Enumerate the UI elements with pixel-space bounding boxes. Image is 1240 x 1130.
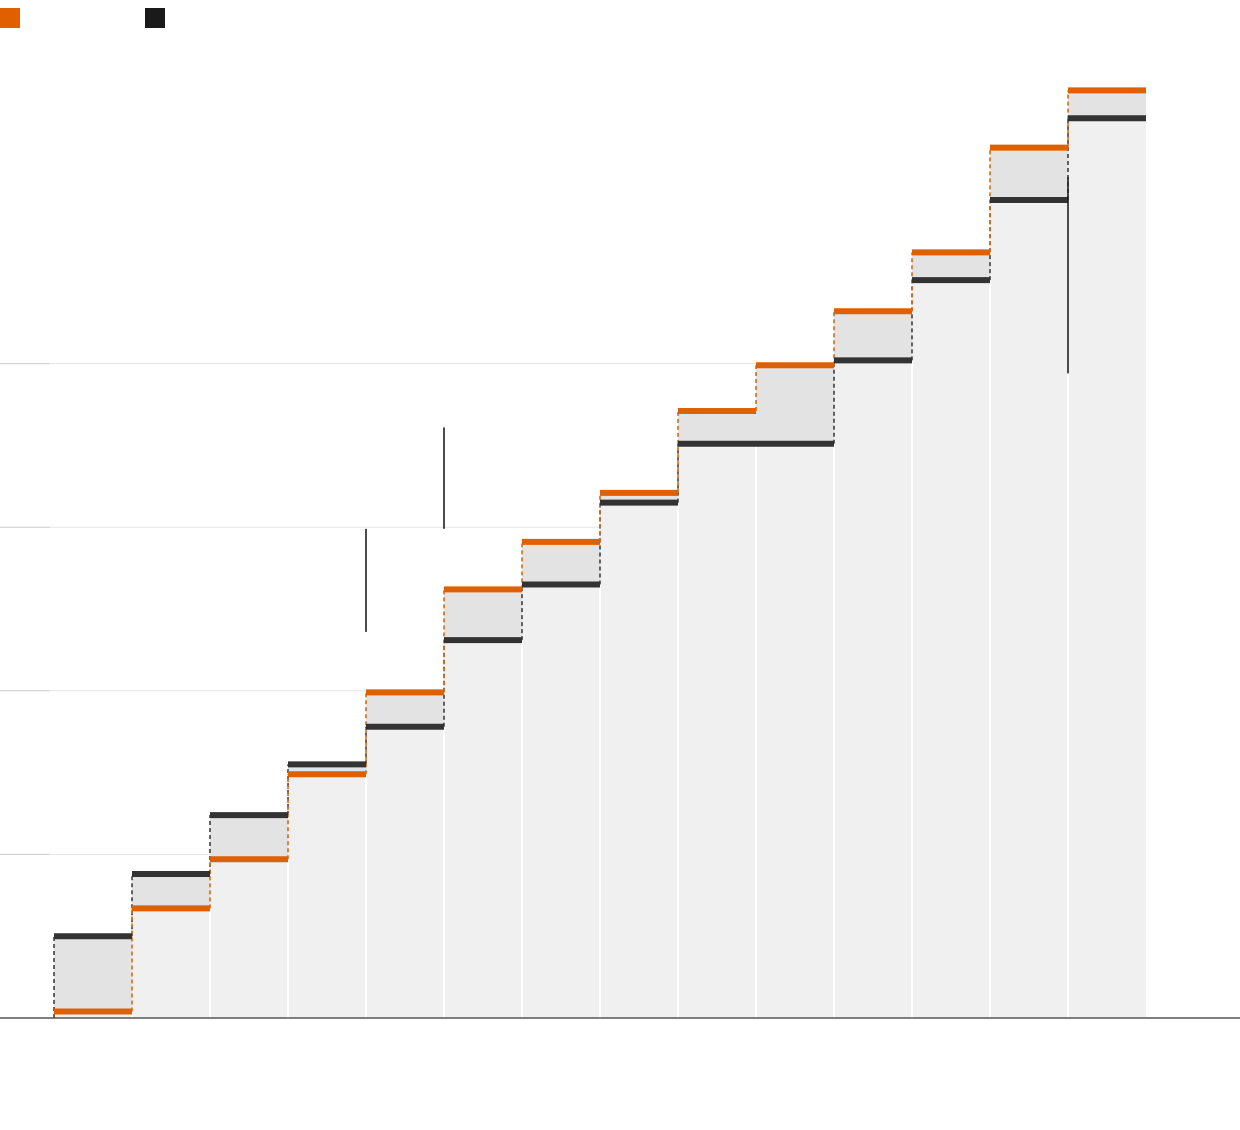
difference-band-1 [132, 874, 210, 909]
legend-item-black [145, 8, 173, 28]
area-under-2 [210, 859, 288, 1018]
difference-band-5 [444, 589, 522, 641]
difference-band-2 [210, 815, 288, 860]
area-under-1 [132, 908, 210, 1018]
area-under-12 [990, 200, 1068, 1018]
area-under-13 [1068, 118, 1146, 1018]
difference-band-4 [366, 692, 444, 727]
area-under-6 [522, 584, 600, 1018]
difference-band-9 [756, 365, 834, 444]
legend-item-orange [0, 8, 28, 28]
area-under-0 [54, 1011, 132, 1018]
difference-band-3 [288, 764, 366, 775]
difference-band-6 [522, 541, 600, 585]
area-under-4 [366, 726, 444, 1018]
difference-band-7 [600, 492, 678, 503]
difference-band-0 [54, 936, 132, 1012]
difference-band-12 [990, 147, 1068, 200]
difference-band-11 [912, 252, 990, 281]
area-under-3 [288, 774, 366, 1018]
difference-band-8 [678, 411, 756, 444]
area-under-11 [912, 280, 990, 1018]
legend-swatch-orange [0, 8, 20, 28]
area-under-9 [756, 443, 834, 1018]
area-under-7 [600, 502, 678, 1018]
area-under-5 [444, 640, 522, 1018]
legend-swatch-black [145, 8, 165, 28]
difference-band-13 [1068, 90, 1146, 119]
area-under-8 [678, 443, 756, 1018]
difference-band-10 [834, 311, 912, 361]
area-under-10 [834, 360, 912, 1018]
